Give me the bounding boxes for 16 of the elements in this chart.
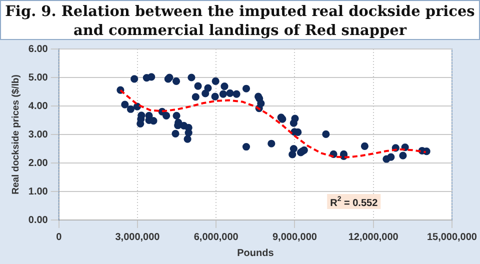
x-tick-label: 12,000,000: [348, 232, 399, 243]
x-tick-label: 3,000,000: [115, 232, 160, 243]
chart-title: Fig. 9. Relation between the imputed real dockside prices and commercial landings of Red snapper: [0, 0, 480, 40]
x-tick-label: 15,000,000: [426, 232, 478, 243]
y-tick-label: 2.00: [28, 158, 48, 169]
y-tick-label: 1.00: [28, 186, 48, 198]
y-tick-label: 5.00: [28, 72, 48, 84]
x-tick-label: 9,000,000: [272, 232, 318, 243]
x-axis-title: Pounds: [237, 248, 274, 259]
y-tick-label: 6.00: [28, 44, 48, 55]
y-tick-label: 4.00: [28, 100, 48, 112]
y-axis-title: Real dockside prices ($/lb): [10, 74, 22, 194]
x-tick-label: 0: [56, 232, 62, 243]
y-tick-label: 0.00: [28, 214, 48, 226]
x-tick-label: 6,000,000: [194, 232, 239, 243]
y-tick-label: 3.00: [28, 129, 48, 140]
